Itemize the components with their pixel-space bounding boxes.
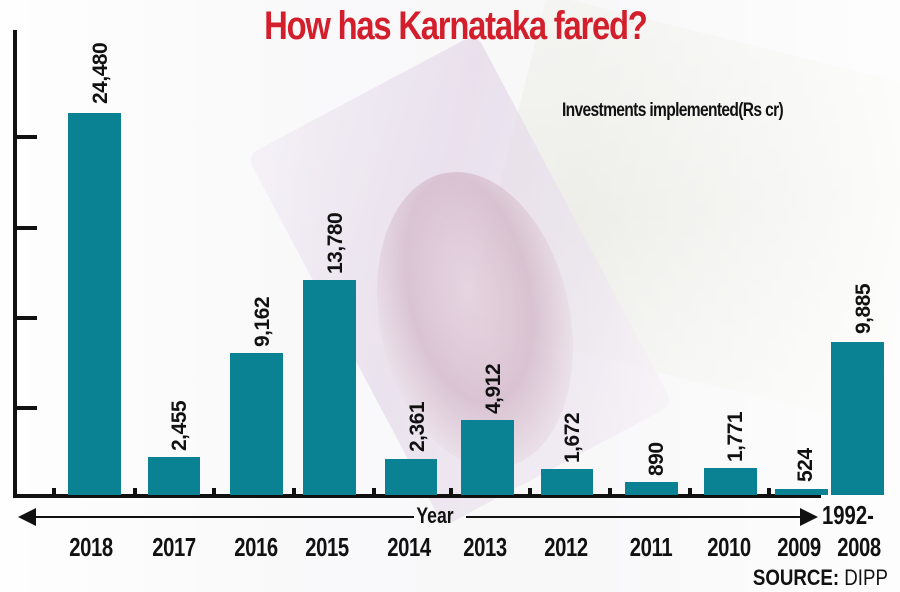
bar-value-label: 2,361 (406, 401, 429, 452)
bar-2010 (704, 468, 757, 495)
x-tick (133, 488, 137, 496)
category-label: 2014 (387, 532, 431, 562)
x-tick (372, 488, 376, 496)
y-tick (17, 406, 37, 410)
x-axis (13, 494, 821, 498)
category-label: 2012 (544, 532, 588, 562)
bar-2016 (230, 353, 283, 495)
source-credit: SOURCE: DIPP (752, 565, 888, 590)
x-tick (449, 488, 453, 496)
year-arrow-line (466, 516, 802, 518)
y-tick (17, 316, 37, 320)
bar-2013 (461, 420, 514, 495)
bar-2017 (148, 457, 200, 495)
category-label: 2018 (69, 532, 113, 562)
x-tick (528, 488, 532, 496)
chart-title: How has Karnataka fared? (264, 4, 648, 48)
bar-value-label: 9,162 (251, 296, 274, 347)
x-tick (212, 488, 216, 496)
y-axis (13, 30, 17, 498)
category-label: 2011 (629, 532, 673, 562)
bar-value-label: 1,672 (561, 412, 584, 463)
x-tick (767, 488, 771, 496)
year-arrow-line (34, 516, 414, 518)
bar-2014 (385, 459, 437, 495)
bar-value-label: 890 (645, 442, 668, 476)
arrow-right-icon (800, 508, 818, 526)
bar-value-label: 2,455 (168, 400, 191, 451)
bar-2012 (541, 469, 593, 495)
category-label: 2010 (707, 532, 751, 562)
category-label: 2017 (152, 532, 196, 562)
bar-2018 (68, 113, 121, 495)
bar-1992-2008 (831, 342, 884, 495)
category-label: 2013 (463, 532, 507, 562)
bar-value-label: 1,771 (724, 411, 747, 462)
category-label-top: 1992- (822, 500, 874, 530)
bar-value-label: 13,780 (324, 212, 347, 274)
x-tick (52, 488, 56, 496)
bar-2009 (775, 489, 828, 495)
x-tick (292, 488, 296, 496)
chart-subtitle: Investments implemented(Rs cr) (562, 100, 784, 121)
x-tick (688, 488, 692, 496)
y-tick (17, 226, 37, 230)
y-tick (17, 135, 37, 139)
bar-value-label: 4,912 (482, 363, 505, 414)
category-label: 2015 (305, 532, 349, 562)
category-label: 2016 (234, 532, 278, 562)
bar-value-label: 24,480 (89, 42, 112, 104)
category-label: 2009 (777, 532, 821, 562)
x-axis-label: Year (416, 503, 454, 528)
bar-value-label: 524 (794, 448, 817, 482)
x-tick (608, 488, 612, 496)
bar-value-label: 9,885 (852, 283, 875, 334)
category-label: 2008 (837, 532, 881, 562)
bar-2011 (625, 482, 678, 495)
arrow-left-icon (18, 508, 36, 526)
bar-2015 (303, 280, 356, 495)
